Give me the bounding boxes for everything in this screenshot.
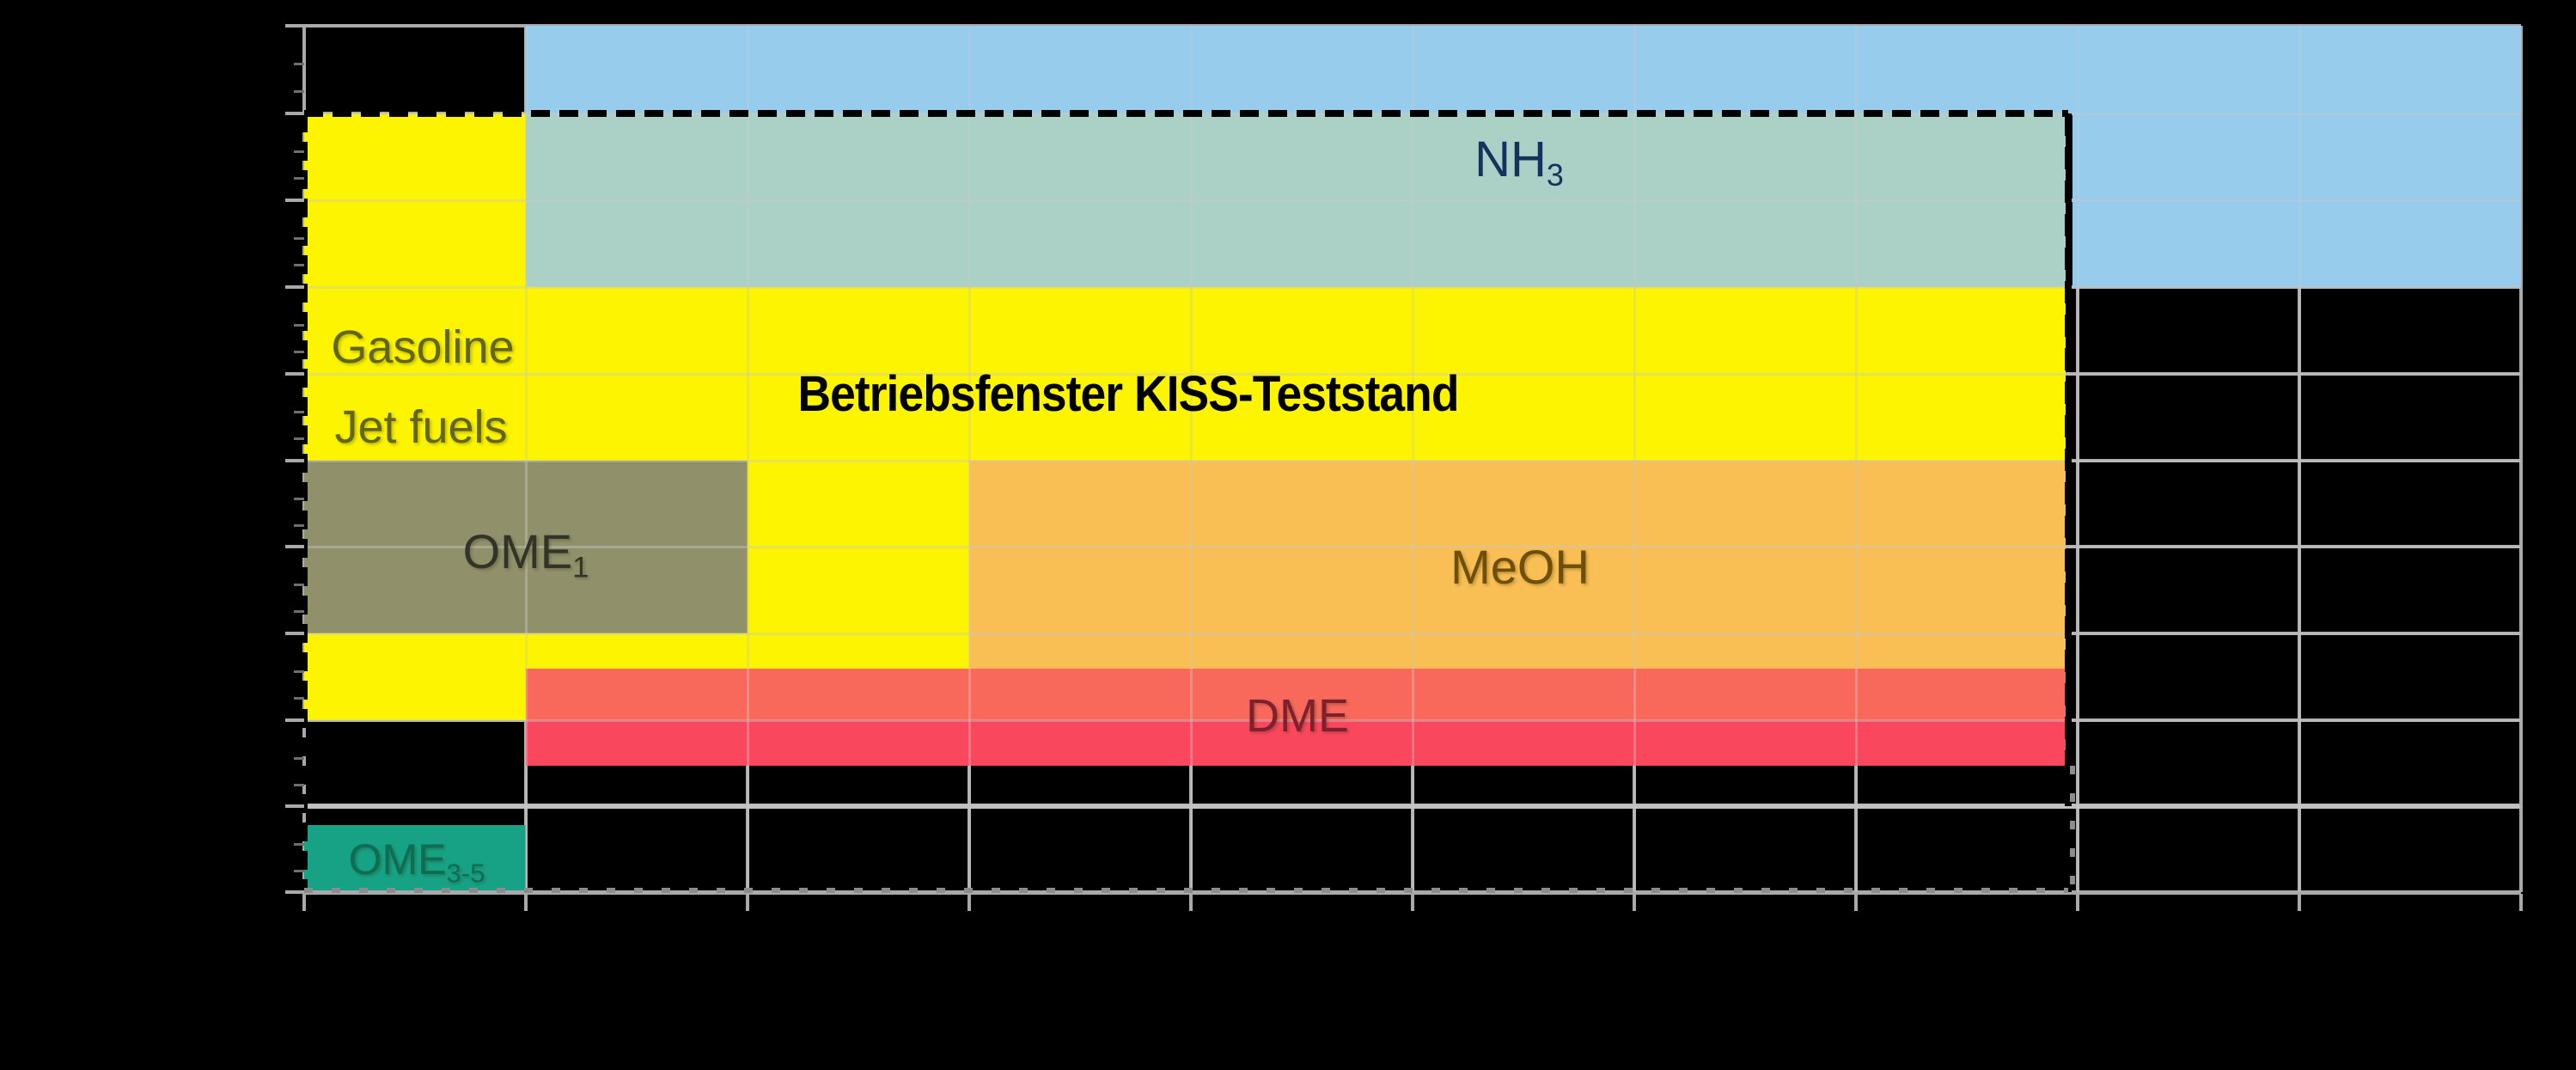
gridline-overlay-horizontal	[304, 285, 2521, 289]
y-axis-minor-tick	[294, 410, 304, 413]
y-axis-major-tick	[285, 112, 304, 115]
y-axis-major-tick	[285, 890, 304, 894]
y-axis-major-tick	[285, 545, 304, 548]
ome1-region-patch	[304, 461, 748, 633]
gridline-horizontal	[304, 804, 2521, 809]
y-axis-minor-tick	[294, 697, 304, 700]
y-axis-minor-tick	[294, 869, 304, 872]
y-axis-major-tick	[285, 285, 304, 289]
gridline-overlay-horizontal	[304, 632, 2521, 635]
operating-window-title: Betriebsfenster KISS-Teststand	[797, 366, 1459, 422]
gridline-overlay-horizontal	[304, 372, 2521, 376]
x-axis-major-tick	[1411, 894, 1414, 911]
y-axis-minor-tick	[294, 756, 304, 760]
y-axis-minor-tick	[294, 63, 304, 66]
y-axis-minor-tick	[294, 150, 304, 153]
y-axis-major-tick	[285, 632, 304, 635]
window-border-top	[304, 110, 2068, 117]
y-axis-minor-tick	[294, 323, 304, 327]
y-axis-major-tick	[285, 459, 304, 462]
gridline-overlay-vertical	[1854, 26, 1858, 892]
gridline-overlay-horizontal	[304, 718, 2521, 722]
x-axis-major-tick	[1633, 894, 1636, 911]
gridline-overlay-horizontal	[304, 459, 2521, 462]
y-axis-major-tick	[285, 199, 304, 202]
meoh-region-patch	[969, 461, 2066, 669]
y-axis-minor-tick	[294, 351, 304, 354]
yellow-column-patch	[748, 461, 969, 633]
right-spine	[2519, 26, 2523, 892]
x-axis-major-tick	[2298, 894, 2301, 911]
yellow-mid-band-patch	[526, 287, 2066, 461]
ome35-region-patch	[304, 825, 526, 890]
yellow-sliver-patch	[526, 633, 969, 669]
window-border-right-lower-dotted	[2070, 766, 2075, 892]
gridline-overlay-vertical	[746, 26, 749, 892]
meoh-region-label: MeOH	[1450, 540, 1590, 594]
jet-fuels-label: Jet fuels	[334, 401, 508, 453]
y-axis-minor-tick	[294, 610, 304, 614]
ome1-region-label: OME1	[462, 524, 589, 584]
gridline-overlay-horizontal	[304, 804, 2521, 808]
dme-region-label: DME	[1246, 690, 1349, 742]
window-border-bottom-dotted	[304, 888, 2068, 893]
window-border-left	[301, 113, 308, 892]
y-axis-minor-tick	[294, 177, 304, 180]
x-axis-major-tick	[2076, 894, 2079, 911]
y-axis-minor-tick	[294, 264, 304, 267]
y-axis-minor-tick	[294, 842, 304, 846]
y-axis-minor-tick	[294, 670, 304, 673]
y-axis-minor-tick	[294, 236, 304, 240]
y-axis-major-tick	[285, 372, 304, 376]
nh3-region-label: NH3	[1474, 131, 1564, 193]
gridline-overlay-vertical	[2298, 26, 2301, 892]
y-axis-major-tick	[285, 804, 304, 808]
gridline-overlay-vertical	[2076, 26, 2079, 892]
dme-lower-band-patch	[526, 720, 2066, 766]
y-axis-minor-tick	[294, 90, 304, 93]
x-axis-major-tick	[1854, 894, 1858, 911]
y-axis-major-tick	[285, 718, 304, 722]
y-axis-major-tick	[285, 24, 304, 28]
x-axis-major-tick	[302, 894, 306, 911]
blue-right-block-patch	[2072, 113, 2521, 287]
x-axis-major-tick	[968, 894, 971, 911]
gridline-overlay-vertical	[1411, 26, 1414, 892]
x-axis-major-tick	[1189, 894, 1193, 911]
yellow-left-upper-patch	[304, 113, 526, 461]
nh3-region-patch	[526, 113, 2066, 287]
gridline-overlay-vertical	[524, 26, 528, 892]
gasoline-label: Gasoline	[331, 321, 515, 373]
y-axis-minor-tick	[294, 523, 304, 527]
x-axis-major-tick	[524, 894, 528, 911]
gridline-overlay-vertical	[1633, 26, 1636, 892]
x-axis-major-tick	[746, 894, 749, 911]
gridline-overlay-vertical	[1189, 26, 1193, 892]
gridline-overlay-horizontal	[304, 545, 2521, 548]
ome35-region-label: OME3-5	[348, 835, 485, 889]
gridline-overlay-horizontal	[304, 199, 2521, 202]
y-axis-minor-tick	[294, 497, 304, 500]
window-border-right	[2065, 113, 2072, 892]
y-axis-minor-tick	[294, 583, 304, 586]
yellow-left-lower-patch	[304, 633, 526, 720]
y-axis-minor-tick	[294, 437, 304, 441]
y-axis-minor-tick	[294, 783, 304, 786]
dme-upper-band-patch	[526, 669, 2066, 720]
gridline-overlay-vertical	[968, 26, 971, 892]
x-axis-major-tick	[2519, 894, 2523, 911]
blue-top-row-patch	[526, 26, 2521, 113]
